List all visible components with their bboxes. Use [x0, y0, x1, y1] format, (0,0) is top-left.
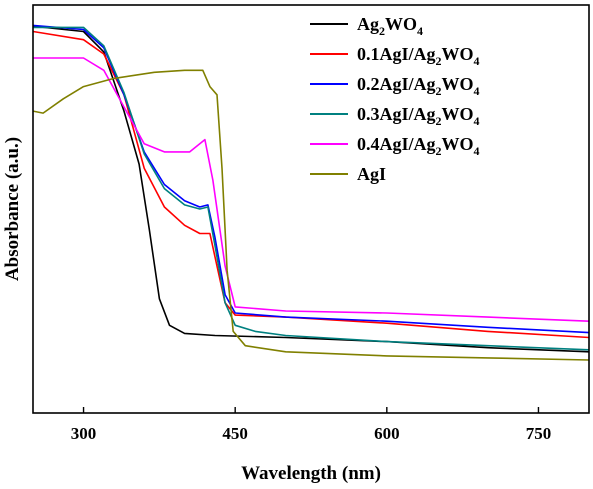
- legend-item-0-4agi-ag2wo4: 0.4AgI/Ag2WO4: [310, 134, 480, 158]
- legend-label-0-1agi-ag2wo4: 0.1AgI/Ag2WO4: [357, 44, 480, 68]
- x-tick-label-300: 300: [71, 424, 97, 443]
- legend: Ag2WO4 0.1AgI/Ag2WO4 0.2AgI/Ag2WO4 0.3AgI/A…: [310, 14, 480, 184]
- legend-label-0-4agi-ag2wo4: 0.4AgI/Ag2WO4: [357, 134, 480, 158]
- plot-lines: [33, 24, 589, 361]
- legend-label-0-2agi-ag2wo4: 0.2AgI/Ag2WO4: [357, 74, 480, 98]
- legend-label-ag2wo4: Ag2WO4: [357, 14, 423, 38]
- x-ticks: 300 450 600 750: [71, 407, 551, 443]
- legend-label-0-3agi-ag2wo4: 0.3AgI/Ag2WO4: [357, 104, 480, 128]
- series-line-agi: [33, 69, 589, 361]
- series-line-0-3agi-ag2wo4: [33, 26, 589, 351]
- x-tick-label-750: 750: [526, 424, 552, 443]
- plot-frame: [32, 4, 590, 414]
- x-tick-label-450: 450: [222, 424, 248, 443]
- legend-item-0-2agi-ag2wo4: 0.2AgI/Ag2WO4: [310, 74, 480, 98]
- legend-item-0-3agi-ag2wo4: 0.3AgI/Ag2WO4: [310, 104, 480, 128]
- legend-item-0-1agi-ag2wo4: 0.1AgI/Ag2WO4: [310, 44, 480, 68]
- legend-label-agi: AgI: [357, 164, 386, 184]
- x-tick-label-600: 600: [374, 424, 400, 443]
- y-axis-title: Absorbance (a.u.): [2, 137, 23, 281]
- series-line-0-2agi-ag2wo4: [33, 24, 589, 334]
- legend-item-agi: AgI: [310, 164, 386, 184]
- series-line-0-4agi-ag2wo4: [33, 57, 589, 322]
- x-axis-title: Wavelength (nm): [241, 463, 381, 484]
- legend-item-ag2wo4: Ag2WO4: [310, 14, 423, 38]
- series-line-0-1agi-ag2wo4: [33, 30, 589, 339]
